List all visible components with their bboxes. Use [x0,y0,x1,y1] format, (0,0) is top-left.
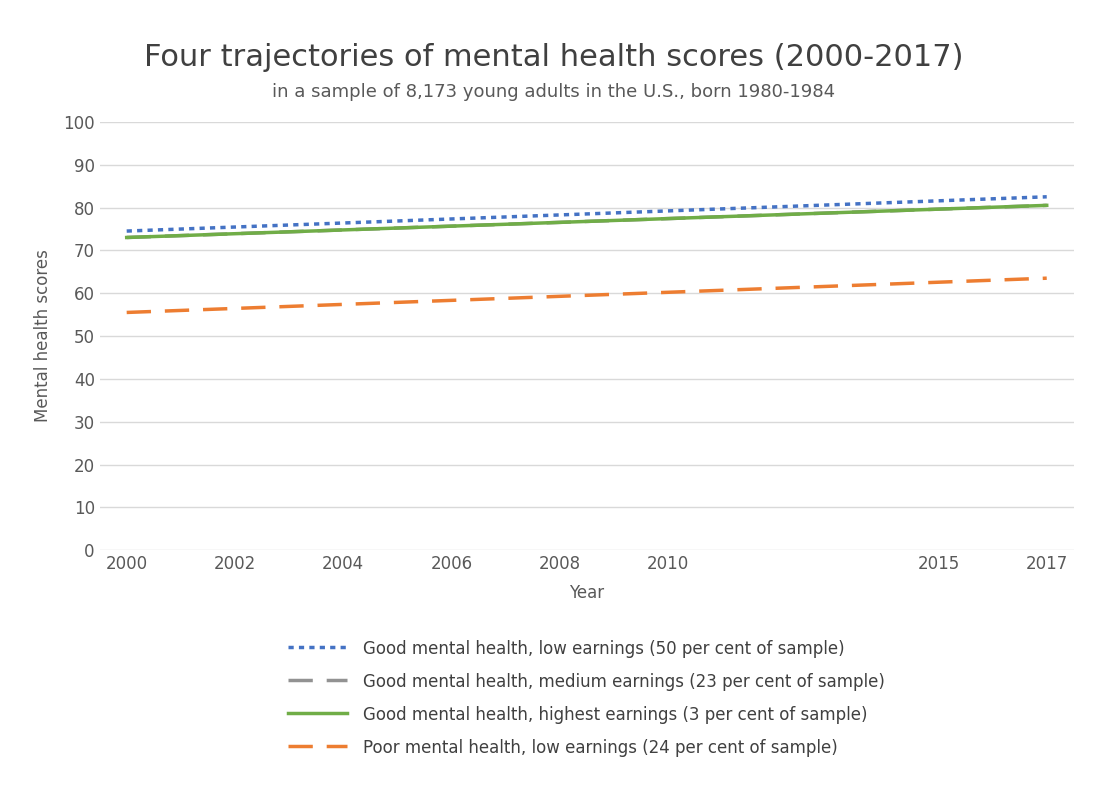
Poor mental health, low earnings (24 per cent of sample) [554,292,567,301]
Poor mental health, low earnings (24 per cent of sample) [499,294,513,303]
Poor mental health, low earnings (24 per cent of sample) [661,288,674,297]
Poor mental health, low earnings (24 per cent of sample) [391,298,404,307]
Good mental health, highest earnings (3 per cent of sample) [174,231,187,241]
Line: Poor mental health, low earnings (24 per cent of sample): Poor mental health, low earnings (24 per… [126,278,1047,313]
Good mental health, medium earnings (23 per cent of sample) [932,204,945,214]
Good mental health, low earnings (50 per cent of sample) [932,196,945,206]
Poor mental health, low earnings (24 per cent of sample) [337,299,350,309]
Good mental health, highest earnings (3 per cent of sample) [120,233,133,242]
Good mental health, low earnings (50 per cent of sample) [824,200,837,210]
Good mental health, low earnings (50 per cent of sample) [661,206,674,215]
Poor mental health, low earnings (24 per cent of sample) [120,308,133,318]
Line: Good mental health, low earnings (50 per cent of sample): Good mental health, low earnings (50 per… [126,196,1047,231]
Good mental health, low earnings (50 per cent of sample) [607,208,620,218]
Good mental health, highest earnings (3 per cent of sample) [1041,200,1054,210]
Good mental health, highest earnings (3 per cent of sample) [282,227,296,237]
Poor mental health, low earnings (24 per cent of sample) [607,289,620,299]
Good mental health, low earnings (50 per cent of sample) [445,215,458,224]
Poor mental health, low earnings (24 per cent of sample) [445,296,458,305]
Good mental health, medium earnings (23 per cent of sample) [391,223,404,233]
Good mental health, highest earnings (3 per cent of sample) [391,223,404,233]
Good mental health, medium earnings (23 per cent of sample) [120,233,133,242]
Good mental health, medium earnings (23 per cent of sample) [607,216,620,226]
Good mental health, highest earnings (3 per cent of sample) [607,216,620,226]
Good mental health, low earnings (50 per cent of sample) [1041,192,1054,201]
Good mental health, medium earnings (23 per cent of sample) [228,229,241,238]
Good mental health, highest earnings (3 per cent of sample) [932,204,945,214]
Good mental health, low earnings (50 per cent of sample) [391,216,404,226]
Good mental health, highest earnings (3 per cent of sample) [337,226,350,235]
Y-axis label: Mental health scores: Mental health scores [34,250,52,422]
Good mental health, highest earnings (3 per cent of sample) [769,210,783,219]
Good mental health, low earnings (50 per cent of sample) [715,204,728,214]
X-axis label: Year: Year [569,584,604,602]
Good mental health, medium earnings (23 per cent of sample) [1041,200,1054,210]
Good mental health, highest earnings (3 per cent of sample) [878,206,891,215]
Good mental health, medium earnings (23 per cent of sample) [878,206,891,215]
Good mental health, low earnings (50 per cent of sample) [228,222,241,232]
Good mental health, medium earnings (23 per cent of sample) [337,226,350,235]
Good mental health, low earnings (50 per cent of sample) [120,226,133,236]
Poor mental health, low earnings (24 per cent of sample) [878,280,891,289]
Good mental health, medium earnings (23 per cent of sample) [769,210,783,219]
Good mental health, low earnings (50 per cent of sample) [554,210,567,219]
Poor mental health, low earnings (24 per cent of sample) [986,275,1000,285]
Good mental health, medium earnings (23 per cent of sample) [986,203,1000,212]
Good mental health, low earnings (50 per cent of sample) [878,198,891,208]
Good mental health, low earnings (50 per cent of sample) [769,202,783,211]
Good mental health, low earnings (50 per cent of sample) [337,219,350,228]
Poor mental health, low earnings (24 per cent of sample) [174,306,187,315]
Poor mental health, low earnings (24 per cent of sample) [932,277,945,287]
Poor mental health, low earnings (24 per cent of sample) [1041,274,1054,283]
Line: Good mental health, medium earnings (23 per cent of sample): Good mental health, medium earnings (23 … [126,205,1047,237]
Legend: Good mental health, low earnings (50 per cent of sample), Good mental health, me: Good mental health, low earnings (50 per… [280,631,893,766]
Poor mental health, low earnings (24 per cent of sample) [769,284,783,293]
Good mental health, medium earnings (23 per cent of sample) [715,212,728,222]
Text: Four trajectories of mental health scores (2000-2017): Four trajectories of mental health score… [144,43,963,72]
Good mental health, medium earnings (23 per cent of sample) [174,231,187,241]
Good mental health, highest earnings (3 per cent of sample) [499,219,513,229]
Good mental health, low earnings (50 per cent of sample) [986,194,1000,204]
Text: in a sample of 8,173 young adults in the U.S., born 1980-1984: in a sample of 8,173 young adults in the… [272,83,835,101]
Good mental health, medium earnings (23 per cent of sample) [499,219,513,229]
Good mental health, low earnings (50 per cent of sample) [282,220,296,230]
Good mental health, low earnings (50 per cent of sample) [174,224,187,233]
Line: Good mental health, highest earnings (3 per cent of sample): Good mental health, highest earnings (3 … [126,205,1047,237]
Good mental health, highest earnings (3 per cent of sample) [554,218,567,227]
Good mental health, low earnings (50 per cent of sample) [499,212,513,222]
Poor mental health, low earnings (24 per cent of sample) [824,281,837,291]
Good mental health, highest earnings (3 per cent of sample) [661,214,674,223]
Good mental health, medium earnings (23 per cent of sample) [282,227,296,237]
Poor mental health, low earnings (24 per cent of sample) [228,303,241,313]
Poor mental health, low earnings (24 per cent of sample) [282,302,296,311]
Poor mental health, low earnings (24 per cent of sample) [715,285,728,295]
Good mental health, medium earnings (23 per cent of sample) [554,218,567,227]
Good mental health, highest earnings (3 per cent of sample) [824,208,837,218]
Good mental health, medium earnings (23 per cent of sample) [661,214,674,223]
Good mental health, highest earnings (3 per cent of sample) [986,203,1000,212]
Good mental health, highest earnings (3 per cent of sample) [715,212,728,222]
Good mental health, medium earnings (23 per cent of sample) [445,222,458,231]
Good mental health, highest earnings (3 per cent of sample) [228,229,241,238]
Good mental health, highest earnings (3 per cent of sample) [445,222,458,231]
Good mental health, medium earnings (23 per cent of sample) [824,208,837,218]
